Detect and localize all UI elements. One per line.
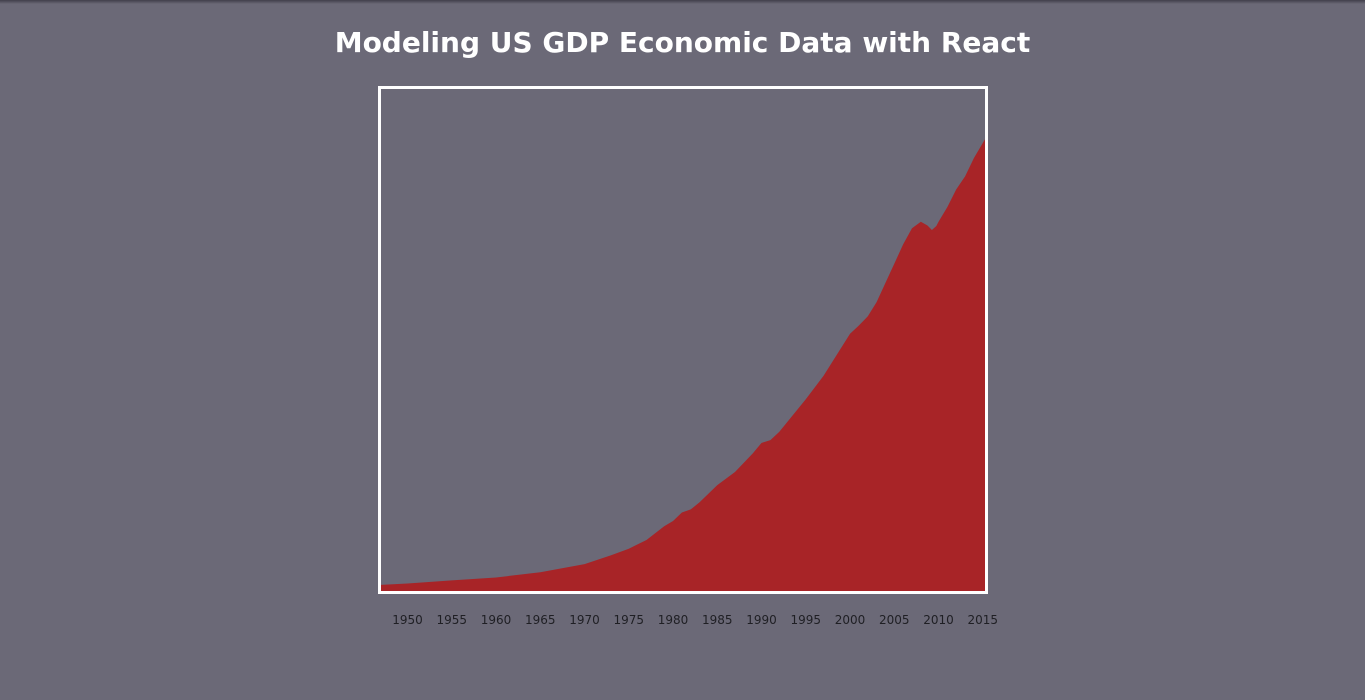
x-tick-label: 1955 bbox=[437, 613, 468, 627]
x-tick-label: 1975 bbox=[614, 613, 645, 627]
x-axis: 1950 1955 1960 1965 1970 1975 1980 1985 1990 1995… bbox=[392, 613, 998, 627]
x-tick-label: 1990 bbox=[746, 613, 777, 627]
x-tick-label: 1950 bbox=[392, 613, 423, 627]
x-tick-label: 2015 bbox=[968, 613, 999, 627]
top-shade bbox=[0, 0, 1365, 4]
x-tick-label: 2010 bbox=[923, 613, 954, 627]
chart-frame bbox=[378, 86, 988, 594]
x-tick-label: 1995 bbox=[791, 613, 822, 627]
x-tick-label: 1960 bbox=[481, 613, 512, 627]
x-tick-label: 1970 bbox=[569, 613, 600, 627]
page-title: Modeling US GDP Economic Data with React bbox=[334, 26, 1031, 59]
x-tick-label: 2000 bbox=[835, 613, 866, 627]
x-tick-label: 2005 bbox=[879, 613, 910, 627]
x-tick-label: 1985 bbox=[702, 613, 733, 627]
x-tick-label: 1980 bbox=[658, 613, 689, 627]
gdp-area bbox=[381, 139, 985, 591]
x-tick-label: 1965 bbox=[525, 613, 556, 627]
